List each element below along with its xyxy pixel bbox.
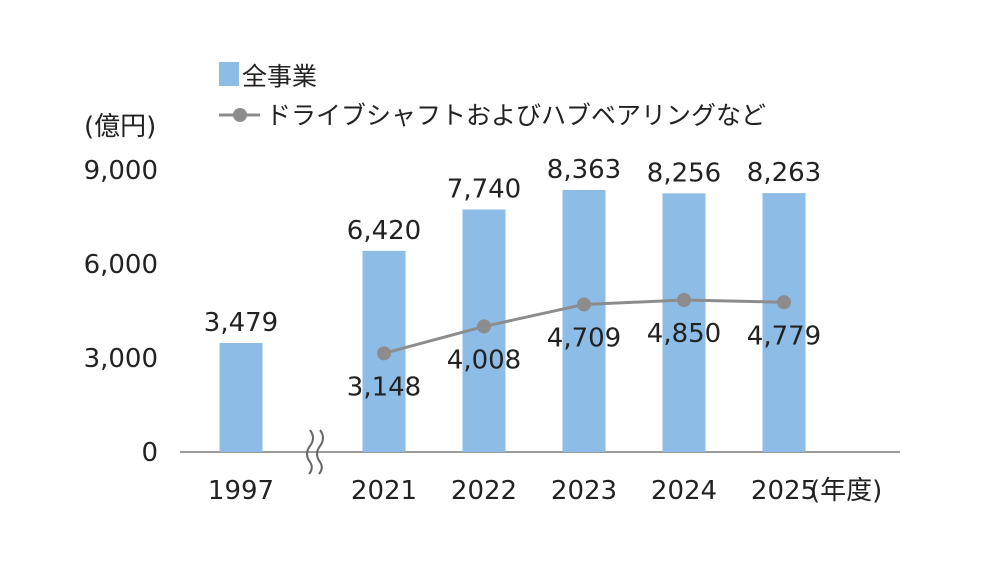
y-tick-label: 6,000 [84,250,158,280]
line-point [777,295,791,310]
bar-data-label: 8,256 [647,158,721,188]
x-tick-label: 2024 [651,476,717,506]
y-axis-ticks: 0 3,000 6,000 9,000 [84,156,158,468]
x-tick-label: 2025 [751,476,817,506]
bar-data-label: 8,363 [547,155,621,185]
bar [762,193,806,453]
x-tick-label: 1997 [208,476,274,506]
legend-label-line: ドライブシャフトおよびハブベアリングなど [266,101,766,130]
x-tick-label: 2023 [551,476,617,506]
axis-break-marker [306,429,324,475]
bar [562,189,606,452]
line-data-label: 4,779 [747,321,821,351]
bar-data-label: 8,263 [747,158,821,188]
line-point [577,297,591,312]
y-tick-label: 0 [141,438,158,468]
line-point [677,293,691,308]
line-data-label: 4,008 [447,345,521,375]
y-tick-label: 9,000 [84,156,158,186]
line-point [377,346,391,361]
x-tick-label: 2021 [351,476,417,506]
bar-data-label: 7,740 [447,174,521,204]
x-axis-ticks: 1997 2021 2022 2023 2024 2025 [208,476,817,506]
bar [662,193,706,452]
line-series: 3,148 4,008 4,709 4,850 4,779 [347,293,821,402]
y-axis-unit: (億円) [84,112,156,142]
x-tick-label: 2022 [451,476,517,506]
bar [219,342,263,452]
line-point [477,319,491,334]
legend: 全事業 ドライブシャフトおよびハブベアリングなど [219,62,766,130]
bar-series: 3,479 6,420 7,740 8,363 8,256 8,263 [204,155,821,453]
x-axis-unit: (年度) [810,476,882,506]
legend-swatch-bar [219,62,239,86]
legend-swatch-marker [233,108,247,122]
line-data-label: 4,709 [547,323,621,353]
bar-data-label: 6,420 [347,216,421,246]
line-data-label: 3,148 [347,372,421,402]
y-tick-label: 3,000 [84,344,158,374]
line-data-label: 4,850 [647,319,721,349]
bar-data-label: 3,479 [204,308,278,338]
legend-label-bar: 全事業 [242,62,317,91]
